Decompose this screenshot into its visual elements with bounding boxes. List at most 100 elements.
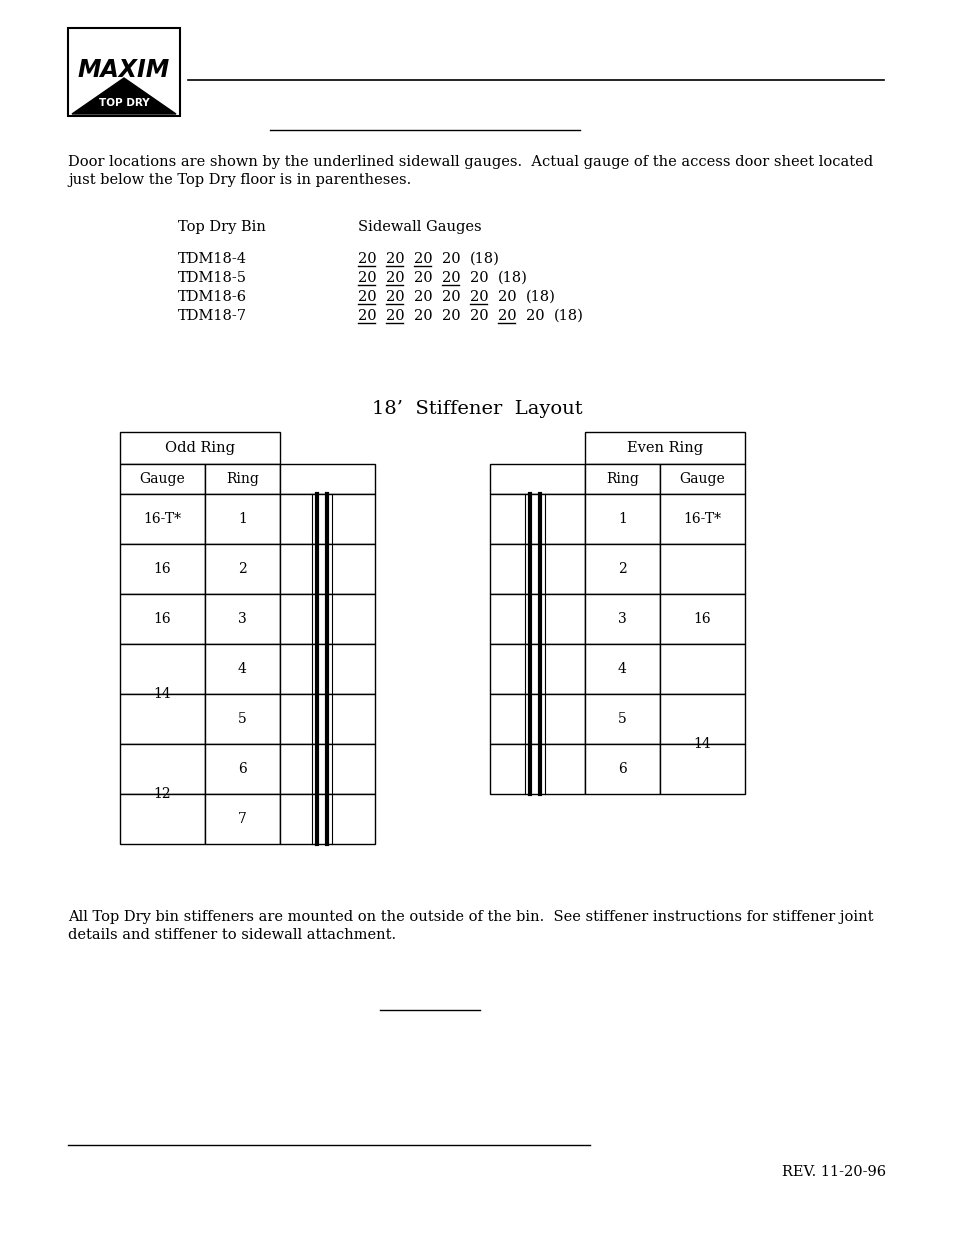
Text: 2: 2 — [618, 562, 626, 576]
Text: 6: 6 — [618, 762, 626, 776]
Text: (18): (18) — [470, 252, 499, 266]
Text: Ring: Ring — [605, 472, 639, 487]
Bar — [584, 432, 744, 464]
Text: Ring: Ring — [226, 472, 258, 487]
Bar — [120, 643, 205, 694]
Text: 20: 20 — [414, 309, 432, 324]
Text: 20: 20 — [357, 252, 376, 266]
Text: 20: 20 — [357, 270, 376, 285]
Text: 20: 20 — [441, 290, 460, 304]
Text: TDM18-7: TDM18-7 — [178, 309, 247, 324]
Bar — [490, 543, 584, 594]
Text: 20: 20 — [497, 290, 517, 304]
Text: 20: 20 — [386, 309, 404, 324]
Bar — [120, 743, 205, 794]
Bar — [120, 794, 205, 844]
Text: 4: 4 — [238, 662, 247, 676]
Bar — [584, 594, 659, 643]
Bar — [205, 694, 280, 743]
Text: 3: 3 — [238, 613, 247, 626]
Text: 20: 20 — [441, 252, 460, 266]
Bar — [659, 743, 744, 794]
Text: 1: 1 — [618, 513, 626, 526]
Text: All Top Dry bin stiffeners are mounted on the outside of the bin.  See stiffener: All Top Dry bin stiffeners are mounted o… — [68, 910, 873, 924]
Text: 16: 16 — [693, 613, 711, 626]
Text: 5: 5 — [238, 713, 247, 726]
Bar — [490, 743, 584, 794]
Text: 6: 6 — [238, 762, 247, 776]
Text: 20: 20 — [470, 270, 488, 285]
Text: 16-T*: 16-T* — [143, 513, 181, 526]
Bar — [659, 594, 744, 643]
Text: Odd Ring: Odd Ring — [165, 441, 234, 454]
Bar — [584, 494, 659, 543]
Bar — [120, 432, 280, 464]
Text: 16: 16 — [153, 562, 172, 576]
Bar — [120, 594, 205, 643]
Text: Gauge: Gauge — [679, 472, 724, 487]
Bar — [659, 694, 744, 743]
Bar — [205, 494, 280, 543]
Text: 14: 14 — [693, 737, 711, 751]
Bar — [205, 594, 280, 643]
Bar — [280, 494, 375, 543]
Text: TDM18-4: TDM18-4 — [178, 252, 247, 266]
Text: 3: 3 — [618, 613, 626, 626]
Bar — [584, 743, 659, 794]
Bar — [205, 643, 280, 694]
Text: Even Ring: Even Ring — [626, 441, 702, 454]
Bar — [584, 464, 659, 494]
Bar — [490, 464, 584, 494]
Text: 20: 20 — [525, 309, 544, 324]
Text: 20: 20 — [386, 252, 404, 266]
Text: 18’  Stiffener  Layout: 18’ Stiffener Layout — [372, 400, 581, 417]
Text: 20: 20 — [386, 270, 404, 285]
Bar — [490, 494, 584, 543]
Text: (18): (18) — [497, 270, 527, 285]
Bar — [584, 643, 659, 694]
Bar — [120, 543, 205, 594]
Bar — [659, 494, 744, 543]
Text: 20: 20 — [386, 290, 404, 304]
Bar — [68, 28, 180, 116]
Bar — [584, 694, 659, 743]
Text: 20: 20 — [470, 290, 488, 304]
Text: details and stiffener to sidewall attachment.: details and stiffener to sidewall attach… — [68, 927, 395, 942]
Text: (18): (18) — [554, 309, 583, 324]
Text: 1: 1 — [238, 513, 247, 526]
Bar — [659, 543, 744, 594]
Bar — [280, 594, 375, 643]
Bar — [120, 694, 205, 743]
Bar — [280, 743, 375, 794]
Text: Gauge: Gauge — [139, 472, 185, 487]
Bar — [120, 464, 205, 494]
Text: MAXIM: MAXIM — [78, 58, 170, 82]
Text: 16-T*: 16-T* — [682, 513, 720, 526]
Bar — [490, 594, 584, 643]
Text: Top Dry Bin: Top Dry Bin — [178, 220, 266, 233]
Text: REV. 11-20-96: REV. 11-20-96 — [781, 1165, 885, 1179]
Bar — [280, 543, 375, 594]
Bar — [205, 464, 280, 494]
Bar — [205, 743, 280, 794]
Text: 20: 20 — [357, 309, 376, 324]
Text: 20: 20 — [414, 270, 432, 285]
Bar — [280, 464, 375, 494]
Text: 20: 20 — [414, 290, 432, 304]
Text: (18): (18) — [525, 290, 556, 304]
Bar — [120, 494, 205, 543]
Text: 16: 16 — [153, 613, 172, 626]
Bar — [280, 694, 375, 743]
Text: TOP DRY: TOP DRY — [98, 98, 150, 107]
Text: Door locations are shown by the underlined sidewall gauges.  Actual gauge of the: Door locations are shown by the underlin… — [68, 156, 872, 169]
Text: TDM18-5: TDM18-5 — [178, 270, 247, 285]
Text: 20: 20 — [497, 309, 517, 324]
Text: 12: 12 — [153, 787, 172, 802]
Text: TDM18-6: TDM18-6 — [178, 290, 247, 304]
Bar — [659, 643, 744, 694]
Text: 14: 14 — [153, 687, 172, 701]
Bar — [205, 543, 280, 594]
Bar — [205, 794, 280, 844]
Bar — [490, 694, 584, 743]
Text: 20: 20 — [441, 309, 460, 324]
